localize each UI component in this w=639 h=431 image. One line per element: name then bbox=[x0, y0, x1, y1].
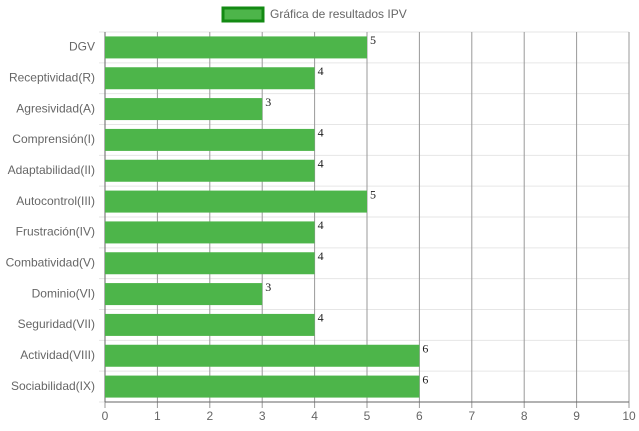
x-tick-label: 1 bbox=[154, 409, 161, 423]
x-tick-label: 5 bbox=[364, 409, 371, 423]
bar bbox=[105, 313, 315, 336]
x-tick-label: 8 bbox=[521, 409, 528, 423]
x-tick-label: 4 bbox=[311, 409, 318, 423]
legend-label: Gráfica de resultados IPV bbox=[270, 7, 407, 21]
value-label: 4 bbox=[318, 157, 324, 171]
bar bbox=[105, 375, 420, 398]
bar bbox=[105, 221, 315, 244]
bar bbox=[105, 128, 315, 151]
bar bbox=[105, 36, 367, 59]
bar bbox=[105, 67, 315, 90]
y-tick-label: Sociabilidad(IX) bbox=[11, 379, 95, 393]
x-tick-label: 10 bbox=[622, 409, 636, 423]
y-tick-label: Actividad(VIII) bbox=[20, 348, 95, 362]
value-label: 4 bbox=[318, 218, 324, 232]
value-label: 4 bbox=[318, 64, 324, 78]
value-label: 6 bbox=[422, 372, 428, 386]
value-label: 3 bbox=[265, 280, 271, 294]
x-tick-label: 7 bbox=[468, 409, 475, 423]
value-label: 6 bbox=[422, 342, 428, 356]
x-tick-label: 6 bbox=[416, 409, 423, 423]
legend-swatch bbox=[221, 6, 265, 23]
value-label: 5 bbox=[370, 187, 376, 201]
x-tick-label: 9 bbox=[573, 409, 580, 423]
value-label: 4 bbox=[318, 249, 324, 263]
bar bbox=[105, 283, 263, 306]
bar bbox=[105, 190, 367, 213]
x-tick-label: 0 bbox=[102, 409, 109, 423]
value-label: 4 bbox=[318, 311, 324, 325]
value-label: 5 bbox=[370, 33, 376, 47]
bar bbox=[105, 98, 263, 121]
x-tick-label: 2 bbox=[206, 409, 213, 423]
y-tick-label: Dominio(VI) bbox=[32, 286, 95, 300]
bar bbox=[105, 344, 420, 367]
y-tick-label: Frustración(IV) bbox=[16, 225, 95, 239]
y-tick-label: Receptividad(R) bbox=[9, 70, 95, 84]
bar bbox=[105, 252, 315, 275]
y-tick-label: Adaptabilidad(II) bbox=[8, 163, 95, 177]
y-tick-label: Combatividad(V) bbox=[6, 255, 95, 269]
y-tick-label: Comprensión(I) bbox=[12, 132, 95, 146]
y-tick-label: Autocontrol(III) bbox=[16, 194, 95, 208]
y-tick-label: DGV bbox=[69, 40, 95, 54]
value-label: 3 bbox=[265, 95, 271, 109]
x-tick-label: 3 bbox=[259, 409, 266, 423]
bar bbox=[105, 159, 315, 182]
y-tick-label: Seguridad(VII) bbox=[18, 317, 95, 331]
y-tick-label: Agresividad(A) bbox=[16, 101, 95, 115]
value-label: 4 bbox=[318, 126, 324, 140]
